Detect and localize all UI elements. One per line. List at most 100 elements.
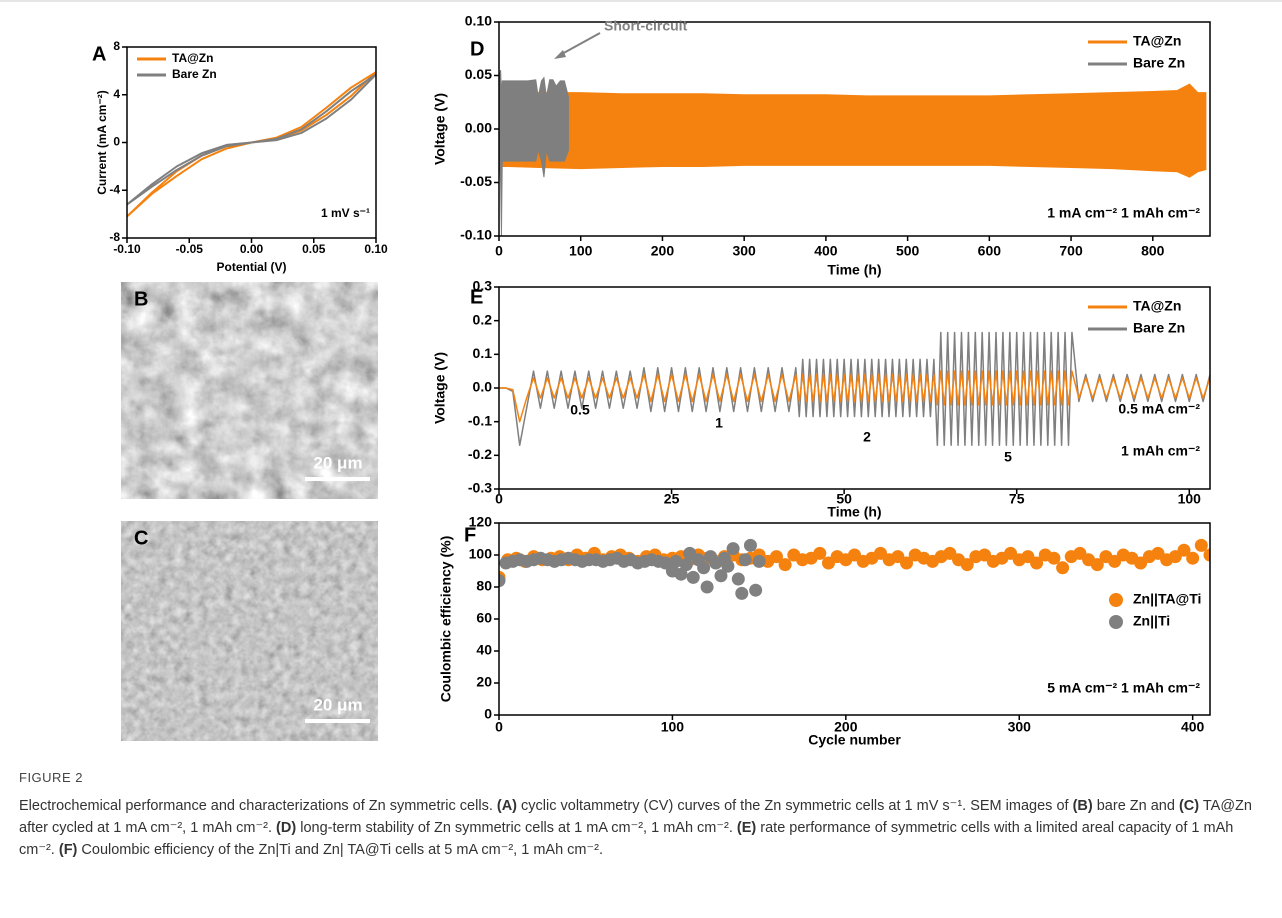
scatter-point	[752, 554, 766, 568]
scatter-point	[813, 546, 827, 560]
scatter-point	[749, 583, 763, 597]
line-series	[127, 71, 376, 218]
x-tick-label: 100	[1178, 491, 1202, 507]
scatter-point	[1186, 551, 1200, 565]
band-series	[499, 83, 1207, 178]
annotation: 1 mAh cm⁻²	[1121, 443, 1200, 459]
scatter-point	[743, 538, 757, 552]
y-tick-label: 0.05	[465, 66, 492, 82]
legend-label: Zn||Ti	[1133, 613, 1170, 629]
legend-label: Bare Zn	[172, 67, 217, 81]
y-tick-label: 40	[476, 642, 492, 658]
y-tick-label: 0.1	[473, 345, 493, 361]
x-tick-label: 200	[651, 243, 675, 259]
x-tick-label: 600	[978, 243, 1002, 259]
y-axis-label: Coulombic efficiency (%)	[438, 536, 454, 702]
y-tick-label: 80	[476, 578, 492, 594]
annotation: 0.5	[570, 402, 590, 418]
annotation: 0.5 mA cm⁻²	[1118, 401, 1200, 417]
figure-label: FIGURE 2	[19, 770, 83, 785]
caption-part: (C)	[1178, 798, 1200, 814]
y-tick-label: -0.10	[460, 227, 492, 243]
caption-part: (B)	[1072, 798, 1093, 814]
sem-image	[121, 282, 378, 499]
panel-letter: A	[92, 43, 106, 65]
scale-bar-label: 20 μm	[313, 453, 362, 472]
x-tick-label: 0.10	[364, 242, 388, 256]
caption-part: rate performance of symmetric cells with…	[19, 820, 1234, 858]
caption-part: Coulombic efficiency of the Zn|Ti and Zn…	[77, 842, 604, 858]
x-tick-label: 700	[1059, 243, 1083, 259]
scatter-point	[700, 580, 714, 594]
sem-image	[121, 521, 378, 741]
scatter-point	[721, 559, 735, 573]
scatter-point	[960, 558, 974, 572]
annotation: 1 mA cm⁻² 1 mAh cm⁻²	[1047, 205, 1200, 221]
y-tick-label: 0.0	[473, 379, 493, 395]
y-tick-label: -0.2	[468, 446, 492, 462]
y-tick-label: 0.00	[465, 120, 492, 136]
x-tick-label: 500	[896, 243, 920, 259]
y-tick-label: 100	[469, 546, 493, 562]
caption-part: (D)	[276, 820, 297, 836]
y-tick-label: 0	[484, 706, 492, 722]
caption-part: (E)	[736, 820, 757, 836]
x-tick-label: 25	[664, 491, 680, 507]
annotation: 2	[863, 429, 871, 445]
scatter-point	[769, 550, 783, 564]
panel-letter: B	[134, 288, 148, 310]
legend-label: Bare Zn	[1133, 320, 1185, 336]
y-tick-label: -0.1	[468, 412, 492, 428]
scatter-point	[726, 542, 740, 556]
x-axis-label: Cycle number	[808, 732, 901, 748]
legend-label: TA@Zn	[1133, 33, 1181, 49]
annotation: Short-circuit	[604, 18, 688, 34]
y-tick-label: 8	[113, 39, 120, 53]
y-tick-label: 0.10	[465, 13, 492, 29]
scatter-point	[669, 554, 683, 568]
x-tick-label: 400	[1181, 719, 1205, 735]
scatter-point	[1030, 556, 1044, 570]
panel-letter: E	[470, 286, 483, 308]
y-tick-label: 0	[113, 135, 120, 149]
scatter-point	[714, 569, 728, 583]
scatter-point	[1090, 558, 1104, 572]
line-series	[127, 73, 376, 206]
x-tick-label: 400	[814, 243, 838, 259]
x-tick-label: 50	[836, 491, 852, 507]
y-axis-label: Voltage (V)	[432, 93, 448, 165]
caption-part: long-term stability of Zn symmetric cell…	[296, 820, 737, 836]
arrow-head	[554, 50, 566, 59]
y-tick-label: 4	[113, 87, 120, 101]
scatter-point	[731, 572, 745, 586]
legend-label: Zn||TA@Ti	[1133, 591, 1201, 607]
caption-part: cyclic voltammetry (CV) curves of the Zn…	[517, 798, 1073, 814]
plot-area	[499, 70, 1207, 236]
scatter-point	[1056, 561, 1070, 575]
x-tick-label: -0.10	[113, 242, 141, 256]
scatter-point	[697, 561, 711, 575]
x-tick-label: 800	[1141, 243, 1165, 259]
y-tick-label: 120	[469, 514, 493, 530]
y-tick-label: 0.2	[473, 311, 493, 327]
line-series	[499, 370, 1210, 423]
plot-area	[127, 71, 376, 218]
annotation: 5	[1004, 449, 1012, 465]
axes-frame	[498, 286, 1211, 490]
scatter-point	[1047, 551, 1061, 565]
y-tick-label: -8	[109, 230, 120, 244]
x-axis-label: Potential (V)	[216, 260, 286, 274]
x-tick-label: 0.00	[240, 242, 264, 256]
x-tick-label: 0	[495, 243, 503, 259]
x-tick-label: -0.05	[176, 242, 204, 256]
panel-letter: D	[470, 38, 484, 60]
caption-part: Electrochemical performance and characte…	[19, 798, 497, 814]
x-tick-label: 0	[495, 719, 503, 735]
annotation: 5 mA cm⁻² 1 mAh cm⁻²	[1047, 680, 1200, 696]
x-axis-label: Time (h)	[827, 504, 881, 520]
legend-swatch	[1109, 615, 1123, 629]
axes-frame	[498, 522, 1211, 716]
annotation-arrow	[559, 32, 601, 56]
legend-label: TA@Zn	[172, 51, 213, 65]
